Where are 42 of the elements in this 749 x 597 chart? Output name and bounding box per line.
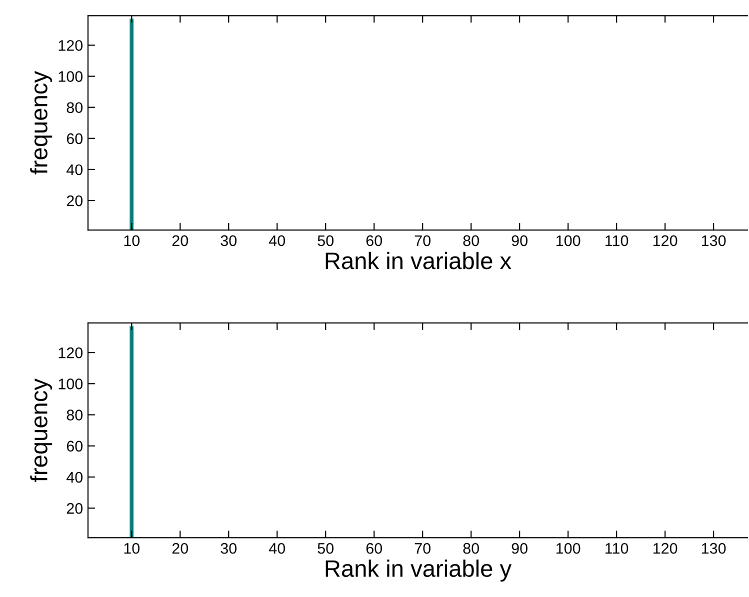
x-tick-label: 120 bbox=[653, 235, 678, 246]
x-tick-label: 80 bbox=[463, 235, 479, 246]
x-tick-label: 130 bbox=[702, 235, 726, 246]
x-tick-label: 70 bbox=[414, 235, 431, 246]
y-tick-label: 100 bbox=[58, 71, 83, 82]
x-tick-label: 100 bbox=[556, 542, 580, 554]
x-tick-label: 20 bbox=[172, 542, 188, 554]
x-tick-label: 130 bbox=[702, 542, 726, 554]
y-tick-label: 100 bbox=[58, 378, 83, 390]
x-tick-label: 20 bbox=[172, 235, 188, 246]
x-axis-title: Rank in variable x bbox=[326, 252, 512, 270]
x-tick-label: 120 bbox=[653, 542, 678, 554]
x-tick-label: 40 bbox=[268, 235, 286, 246]
x-tick-label: 70 bbox=[414, 542, 431, 554]
x-tick-label: 60 bbox=[366, 542, 382, 554]
x-tick-label: 110 bbox=[606, 235, 628, 246]
y-axis-title: frequency bbox=[30, 71, 52, 174]
x-tick-label: 90 bbox=[512, 235, 528, 246]
y-tick-label: 120 bbox=[58, 40, 83, 51]
x-tick-label: 60 bbox=[366, 235, 382, 246]
x-axis-title: Rank in variable y bbox=[326, 560, 512, 582]
y-tick-label: 40 bbox=[66, 164, 83, 176]
x-tick-label: 10 bbox=[124, 235, 140, 246]
x-tick-label: 40 bbox=[268, 542, 286, 554]
x-tick-label: 50 bbox=[318, 542, 334, 554]
x-tick-label: 100 bbox=[556, 235, 580, 246]
x-tick-label: 10 bbox=[124, 542, 140, 554]
y-tick-label: 80 bbox=[66, 410, 83, 420]
y-tick-label: 20 bbox=[66, 195, 83, 206]
y-tick-label: 60 bbox=[66, 440, 83, 452]
y-axis-title: frequency bbox=[30, 378, 52, 482]
y-tick-label: 120 bbox=[58, 347, 83, 358]
x-tick-label: 90 bbox=[512, 542, 528, 554]
y-tick-label: 20 bbox=[66, 503, 83, 514]
x-tick-label: 80 bbox=[463, 542, 479, 554]
y-tick-label: 80 bbox=[66, 102, 83, 114]
x-tick-label: 30 bbox=[220, 235, 237, 246]
x-tick-label: 30 bbox=[220, 542, 237, 554]
x-tick-label: 50 bbox=[318, 235, 334, 246]
y-tick-label: 40 bbox=[66, 472, 83, 483]
x-tick-label: 110 bbox=[606, 542, 628, 554]
y-tick-label: 60 bbox=[66, 133, 83, 144]
